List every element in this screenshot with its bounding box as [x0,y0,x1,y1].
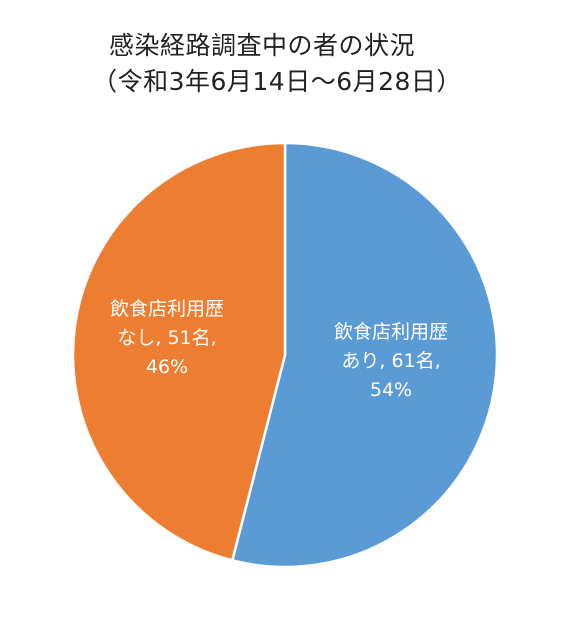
slice-label-no-percent: 46% [145,356,189,378]
slice-label-no-category: 飲食店利用歴 [109,298,224,320]
slice-label-yes-count: あり, 61名, [341,350,441,372]
pie-slice-yes [230,141,499,569]
slice-label-no-count: なし, 51名, [117,327,217,349]
slice-label-yes-percent: 54% [369,379,413,401]
pie-slice-no [71,141,287,562]
chart-title-line1: 感染経路調査中の者の状況 [108,31,415,60]
slice-label-no: 飲食店利用歴 なし, 51名, 46% [92,295,242,382]
chart-title: 感染経路調査中の者の状況 （令和3年6月14日～6月28日） [0,28,564,100]
slice-label-yes: 飲食店利用歴 あり, 61名, 54% [316,318,466,405]
chart-title-line2: （令和3年6月14日～6月28日） [92,67,462,96]
slice-label-yes-category: 飲食店利用歴 [333,321,448,343]
